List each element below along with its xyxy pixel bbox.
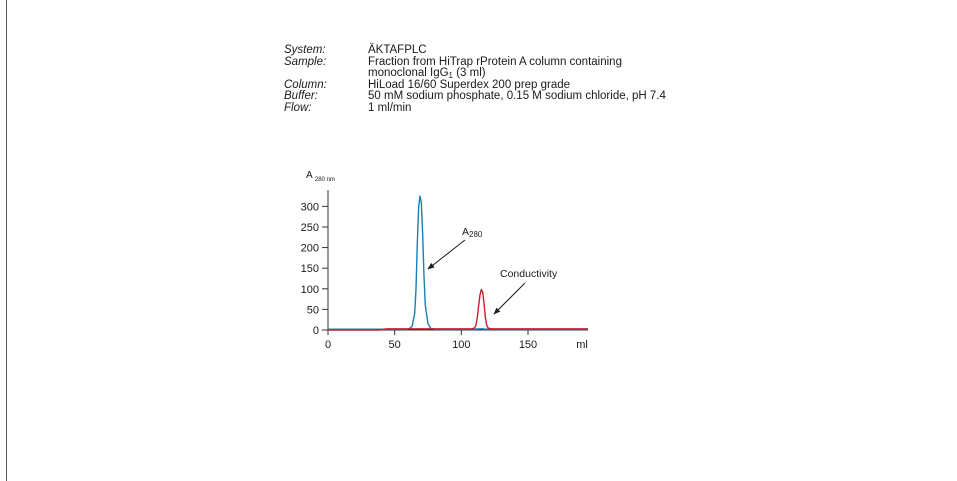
meta-key: Flow: [284, 101, 312, 114]
meta-value: ÄKTAFPLC [368, 44, 427, 56]
meta-value: 1 ml/min [368, 101, 412, 114]
meta-row: Flow: 1 ml/min [284, 101, 666, 115]
meta-row: Sample: Fraction from HiTrap rProtein A c… [284, 55, 666, 69]
meta-subscript: 1 [448, 71, 453, 80]
chart-annotations: A280 Conductivity [427, 226, 558, 315]
x-tick-label: 100 [452, 339, 470, 351]
meta-key: Column: [284, 78, 327, 91]
meta-value: 50 mM sodium phosphate, 0.15 M sodium ch… [368, 90, 666, 102]
y-tick-label: 100 [301, 284, 319, 296]
y-tick-label: 200 [301, 243, 319, 255]
y-tick-label: 50 [307, 304, 319, 316]
y-tick-label: 300 [301, 201, 319, 213]
x-axis-unit: ml [576, 339, 588, 351]
meta-key: System: [284, 44, 326, 56]
x-tick-label: 50 [389, 339, 401, 351]
meta-value: HiLoad 16/60 Superdex 200 prep grade [368, 78, 571, 91]
x-tick-label: 150 [519, 339, 537, 351]
x-tick-label: 0 [325, 339, 331, 351]
series-line [328, 288, 588, 331]
series-line [328, 195, 588, 330]
run-parameters: System: ÄKTAFPLC Sample: Fraction from HiTr… [284, 44, 666, 115]
left-border-rule [6, 0, 7, 481]
chart-axes: 0 50 100 150 200 250 300 0 50 100 150 ml A 280 nm [301, 170, 588, 351]
y-tick-label: 150 [301, 263, 319, 275]
meta-value: Fraction from HiTrap rProtein A column c… [368, 55, 622, 68]
annotation-subscript: 280 [469, 230, 483, 239]
annotation-label: Conductivity [500, 268, 558, 280]
y-tick-label: 250 [301, 222, 319, 234]
meta-row: monoclonal IgG1 (3 ml) [284, 67, 666, 80]
meta-row: Column: HiLoad 16/60 Superdex 200 prep gr… [284, 78, 666, 92]
meta-row: Buffer: 50 mM sodium phosphate, 0.15 M so… [284, 90, 666, 103]
meta-key: Buffer: [284, 90, 318, 102]
annotation-label: A280 [462, 226, 483, 239]
chart-series [328, 195, 588, 331]
annotation-arrow [493, 282, 526, 315]
y-tick-label: 0 [313, 325, 319, 337]
y-axis-label-subscript: 280 nm [315, 177, 335, 183]
meta-row: System: ÄKTAFPLC [284, 44, 666, 57]
annotation-arrow [427, 239, 466, 270]
meta-value: monoclonal IgG1 (3 ml) [368, 67, 486, 80]
meta-key: Sample: [284, 55, 327, 68]
y-axis-label: A 280 nm [306, 170, 335, 183]
